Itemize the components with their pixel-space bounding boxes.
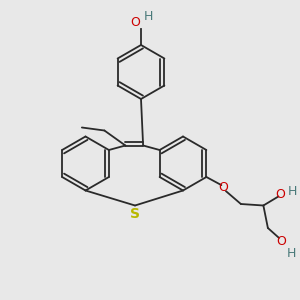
Text: O: O <box>275 188 285 202</box>
Text: H: H <box>144 10 153 23</box>
Text: H: H <box>287 247 297 260</box>
Text: S: S <box>130 207 140 221</box>
Text: O: O <box>131 16 140 29</box>
Text: O: O <box>218 181 228 194</box>
Text: O: O <box>276 235 286 248</box>
Text: H: H <box>288 185 297 198</box>
